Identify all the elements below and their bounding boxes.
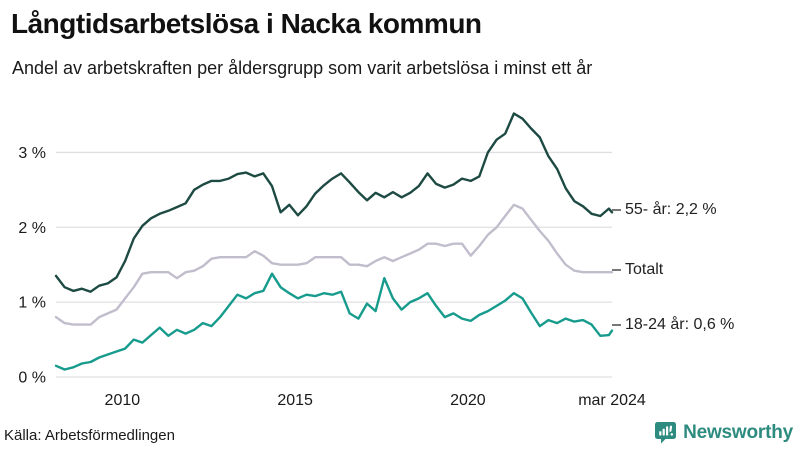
x-tick-label: 2015 xyxy=(277,392,313,409)
x-tick-label: 2020 xyxy=(450,392,486,409)
series-label-55-ar: 55- år: 2,2 % xyxy=(612,201,717,219)
y-tick-label: 3 % xyxy=(18,145,46,162)
series-line-18-24-r xyxy=(54,272,614,371)
newsworthy-brand: Newsworthy xyxy=(654,421,793,444)
series-line-55-r xyxy=(54,112,614,293)
label-dash xyxy=(612,269,621,271)
chart-title: Långtidsarbetslösa i Nacka kommun xyxy=(11,8,482,39)
x-tick-label: mar 2024 xyxy=(578,392,646,409)
series-label-55-ar-text: 55- år: 2,2 % xyxy=(625,201,717,218)
chart-subtitle: Andel av arbetskraften per åldersgrupp s… xyxy=(12,58,593,78)
series-label-18-24-ar-text: 18-24 år: 0,6 % xyxy=(625,316,735,333)
series-label-totalt: Totalt xyxy=(612,261,663,279)
label-dash xyxy=(612,209,621,211)
series-line-Totalt xyxy=(54,203,614,326)
series-label-totalt-text: Totalt xyxy=(625,261,664,278)
source-credit: Källa: Arbetsförmedlingen xyxy=(4,427,175,444)
label-dash xyxy=(612,324,621,326)
x-tick-label: 2010 xyxy=(105,392,141,409)
y-tick-label: 1 % xyxy=(18,295,46,312)
y-tick-label: 2 % xyxy=(18,220,46,237)
series-label-18-24-ar: 18-24 år: 0,6 % xyxy=(612,316,734,334)
brand-wordmark: Newsworthy xyxy=(683,421,793,443)
bar-chart-speech-bubble-icon xyxy=(655,422,677,444)
y-tick-label: 0 % xyxy=(18,370,46,387)
